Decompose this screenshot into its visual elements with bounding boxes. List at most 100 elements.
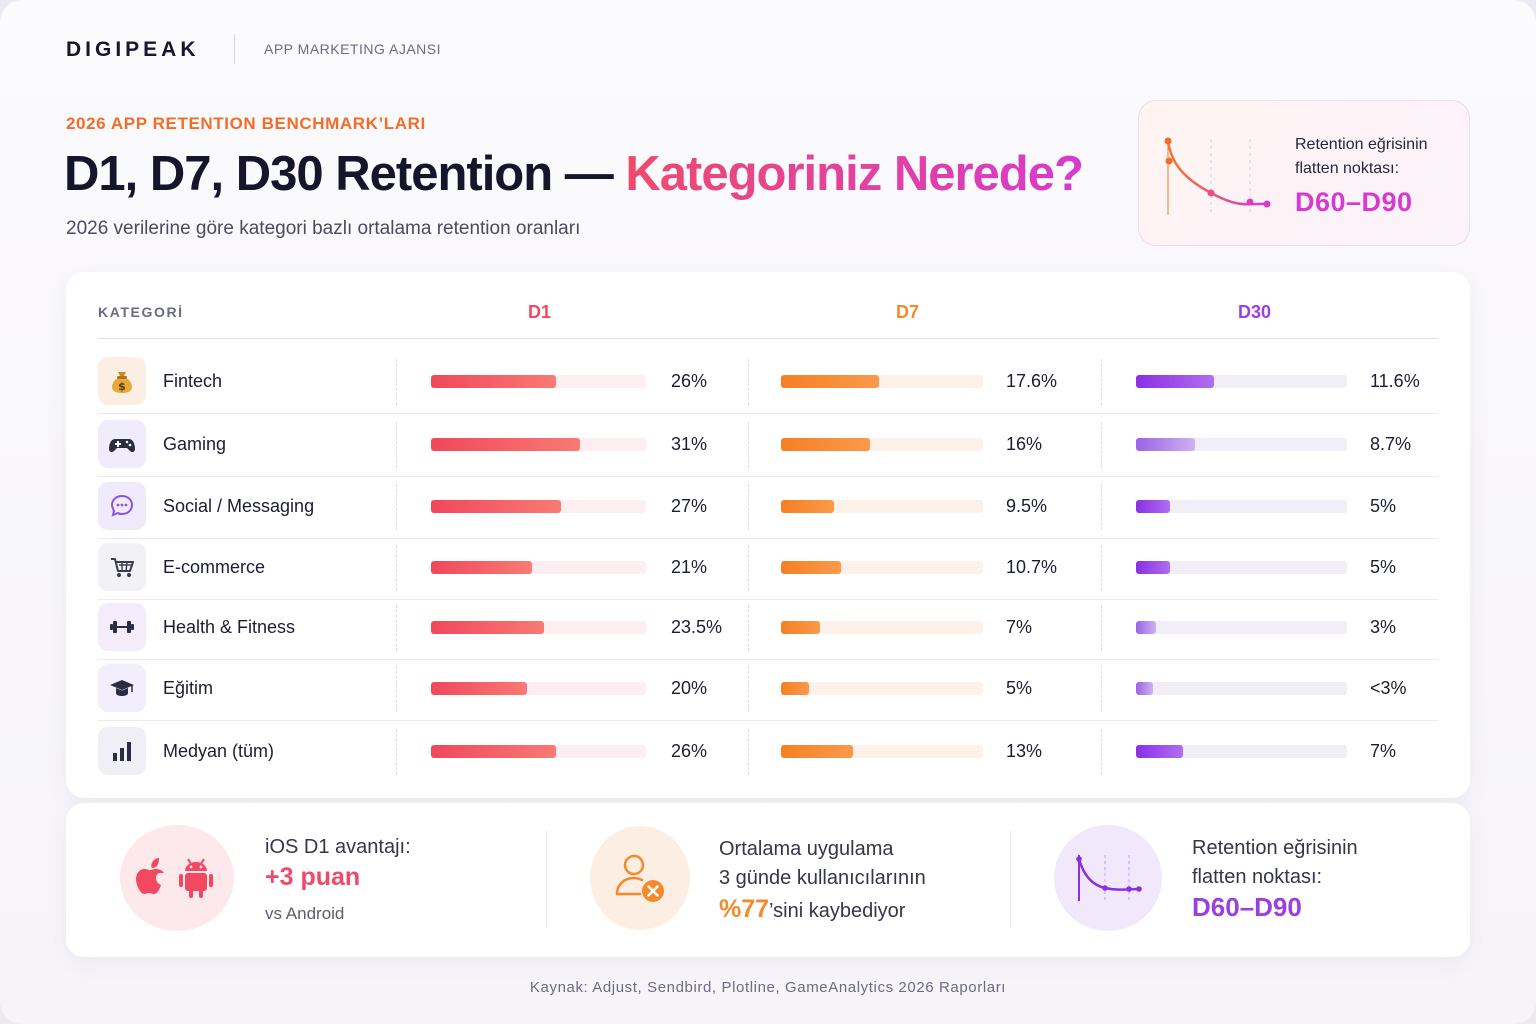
d1-bar-track [431, 621, 646, 634]
row-divider [98, 476, 1438, 477]
d7-value-label: 17.6% [1006, 371, 1058, 391]
d7-value-label: 7% [1006, 617, 1033, 637]
column-divider [1101, 484, 1102, 530]
d7-bar [781, 375, 879, 388]
table-row: E-commerce 21% 10.7% 5% [66, 537, 1470, 600]
d30-bar-track [1136, 438, 1347, 451]
retention-curve-icon [1164, 137, 1271, 215]
d30-value-label: 3% [1370, 617, 1397, 637]
graduation-cap-icon [98, 664, 146, 712]
column-divider [1101, 422, 1102, 468]
user-loss-line2: 3 günde kullanıcılarının [719, 867, 926, 889]
column-header-d7: D7 [896, 302, 920, 322]
category-label: Eğitim [163, 678, 214, 698]
column-divider [396, 545, 397, 591]
row-divider [98, 413, 1438, 414]
row-divider [98, 720, 1438, 721]
d30-bar-track [1136, 500, 1347, 513]
table-row: Medyan (tüm) 26% 13% 7% [66, 721, 1470, 783]
d30-value-label: 11.6% [1370, 371, 1420, 391]
column-divider [396, 666, 397, 712]
d7-bar-track [781, 561, 983, 574]
d7-bar-track [781, 745, 983, 758]
d30-bar [1136, 438, 1195, 451]
d30-bar-track [1136, 682, 1347, 695]
title-main: D1, D7, D30 Retention — [64, 147, 626, 201]
column-divider [1101, 729, 1102, 775]
column-divider [396, 605, 397, 651]
column-divider [748, 545, 749, 591]
ios-advantage-note: vs Android [265, 904, 345, 923]
d30-value-label: 5% [1370, 496, 1397, 516]
column-header-category: KATEGORİ [98, 304, 184, 320]
column-divider [396, 359, 397, 405]
dumbbell-icon [98, 603, 146, 651]
column-divider [748, 359, 749, 405]
d30-value-label: 5% [1370, 557, 1397, 577]
d7-bar [781, 621, 820, 634]
flatten-card-value: D60–D90 [1295, 187, 1413, 217]
column-divider [748, 484, 749, 530]
d1-bar [431, 745, 556, 758]
table-row: $ Fintech 26% 17.6% 11.6% [66, 351, 1470, 414]
d30-bar-track [1136, 561, 1347, 574]
d1-bar-track [431, 500, 646, 513]
stats-strip: iOS D1 avantajı: +3 puan vs Android Orta… [66, 803, 1470, 957]
stats-divider [1010, 831, 1011, 927]
category-label: Health & Fitness [163, 617, 296, 637]
d1-bar [431, 682, 527, 695]
category-label: E-commerce [163, 557, 266, 577]
header-divider [98, 338, 1438, 339]
table-row: Eğitim 20% 5% <3% [66, 658, 1470, 721]
d1-bar [431, 438, 580, 451]
column-divider [748, 666, 749, 712]
eyebrow-label: 2026 APP RETENTION BENCHMARK’LARI [66, 114, 426, 133]
d30-value-label: <3% [1370, 678, 1407, 698]
d30-value-label: 8.7% [1370, 434, 1412, 454]
column-divider [1101, 359, 1102, 405]
stats-divider [546, 831, 547, 927]
ios-advantage-value: +3 puan [265, 863, 361, 891]
d7-value-label: 16% [1006, 434, 1043, 454]
d7-bar [781, 500, 834, 513]
column-divider [1101, 666, 1102, 712]
d1-bar [431, 561, 532, 574]
d30-value-label: 7% [1370, 741, 1397, 761]
user-remove-icon [615, 854, 664, 902]
d1-bar-track [431, 375, 646, 388]
table-row: Social / Messaging 27% 9.5% 5% [66, 476, 1470, 539]
row-divider [98, 538, 1438, 539]
page-title: D1, D7, D30 Retention — Kategoriniz Nere… [64, 146, 1084, 202]
d1-bar-track [431, 682, 646, 695]
d1-bar [431, 375, 556, 388]
column-divider [396, 484, 397, 530]
d1-value-label: 31% [671, 434, 708, 454]
flatten-line1: Retention eğrisinin [1192, 837, 1358, 859]
d7-bar [781, 438, 870, 451]
column-divider [396, 729, 397, 775]
ios-advantage-label: iOS D1 avantajı: [265, 836, 411, 858]
d30-bar [1136, 561, 1170, 574]
brand-divider [234, 34, 235, 64]
d7-value-label: 5% [1006, 678, 1033, 698]
d7-bar-track [781, 375, 983, 388]
d30-bar [1136, 745, 1183, 758]
apple-android-icon [136, 858, 213, 898]
user-loss-badge [590, 826, 690, 930]
d7-bar [781, 682, 809, 695]
retention-curve-icon [1076, 855, 1142, 901]
d1-bar-track [431, 438, 646, 451]
column-divider [1101, 605, 1102, 651]
column-divider [748, 422, 749, 468]
d1-value-label: 27% [671, 496, 708, 516]
category-label: Fintech [163, 371, 223, 391]
column-divider [748, 605, 749, 651]
d1-value-label: 26% [671, 371, 708, 391]
d1-value-label: 23.5% [671, 617, 723, 637]
d1-bar-track [431, 561, 646, 574]
bar-chart-icon [98, 727, 146, 775]
d30-bar-track [1136, 375, 1347, 388]
money-bag-icon: $ [98, 357, 146, 405]
d1-value-label: 26% [671, 741, 708, 761]
